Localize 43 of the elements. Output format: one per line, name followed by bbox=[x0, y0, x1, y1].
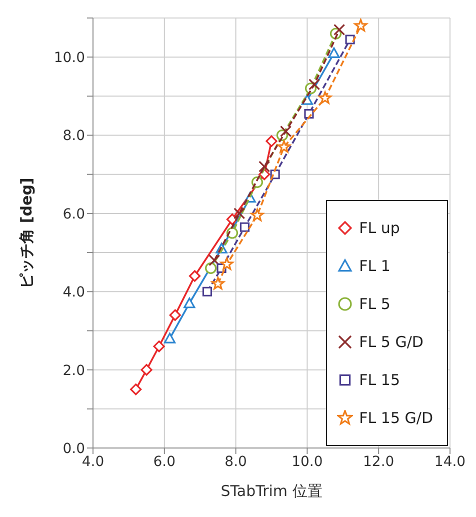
point bbox=[220, 257, 234, 270]
point bbox=[240, 222, 250, 232]
point bbox=[345, 34, 355, 44]
point bbox=[169, 309, 181, 321]
legend-label: FL 5 bbox=[359, 295, 390, 313]
x-tick-label: 6.0 bbox=[153, 454, 176, 470]
point bbox=[318, 91, 332, 104]
point bbox=[234, 208, 246, 220]
x-tick-label: 14.0 bbox=[434, 454, 466, 470]
point bbox=[130, 384, 142, 396]
point bbox=[280, 126, 292, 138]
y-tick-label: 2.0 bbox=[62, 362, 85, 379]
point bbox=[258, 160, 270, 172]
point bbox=[328, 47, 340, 58]
point bbox=[277, 140, 290, 153]
x-tick-label: 8.0 bbox=[224, 454, 247, 470]
x-axis-title: STabTrim 位置 bbox=[220, 482, 322, 500]
y-tick-label: 6.0 bbox=[62, 206, 85, 222]
point bbox=[266, 135, 278, 147]
point bbox=[184, 298, 196, 308]
point bbox=[250, 208, 264, 222]
y-tick-label: 8.0 bbox=[62, 128, 85, 144]
point bbox=[205, 262, 217, 274]
point bbox=[164, 332, 176, 344]
point bbox=[208, 254, 220, 266]
x-tick-label: 12.0 bbox=[363, 454, 394, 470]
legend-label: FL 1 bbox=[359, 257, 390, 275]
point bbox=[334, 24, 346, 36]
legend-label: FL up bbox=[359, 219, 400, 237]
point bbox=[140, 364, 152, 376]
legend-label: FL 5 G/D bbox=[359, 333, 424, 351]
y-axis-title: ピッチ角 [deg] bbox=[17, 178, 36, 288]
y-tick-label: 4.0 bbox=[62, 284, 85, 301]
legend-label: FL 15 bbox=[359, 371, 400, 389]
legend-label: FL 15 G/D bbox=[359, 409, 433, 427]
point bbox=[188, 270, 201, 282]
point bbox=[211, 277, 224, 290]
point bbox=[202, 286, 212, 296]
point bbox=[308, 78, 320, 90]
point bbox=[354, 19, 368, 32]
y-tick-label: 10.0 bbox=[54, 50, 85, 66]
point bbox=[153, 340, 165, 352]
x-tick-label: 10.0 bbox=[292, 454, 323, 470]
